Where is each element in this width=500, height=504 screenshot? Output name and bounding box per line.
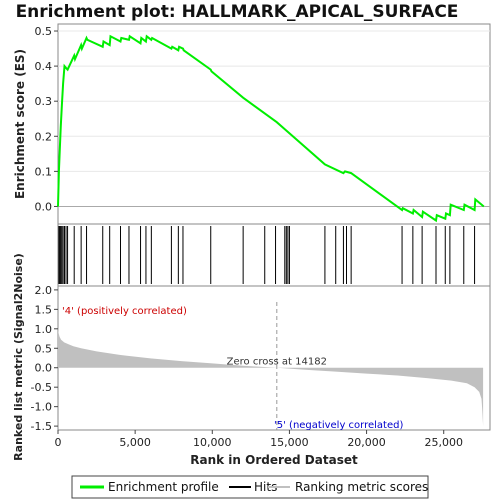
x-axis-ticks: 0 5,000 10,000 15,000 20,000 25,000 bbox=[55, 430, 463, 449]
x-tick-label: 15,000 bbox=[270, 436, 309, 449]
rank-y-tick-label: 1.0 bbox=[35, 323, 53, 336]
legend: Enrichment profile Hits Ranking metric s… bbox=[71, 475, 429, 499]
es-y-tick-label: 0.4 bbox=[35, 60, 53, 73]
rank-y-ticks: -1.5 -1.0 -0.5 0.0 0.5 1.0 1.5 2.0 bbox=[31, 284, 58, 433]
es-y-tick-label: 0.5 bbox=[35, 25, 53, 38]
es-y-axis-label: Enrichment score (ES) bbox=[13, 49, 27, 199]
es-gridlines bbox=[58, 30, 490, 207]
negative-correlation-label: '5' (negatively correlated) bbox=[274, 420, 403, 431]
x-tick-label: 10,000 bbox=[193, 436, 232, 449]
x-tick-label: 25,000 bbox=[424, 436, 463, 449]
chart-title: Enrichment plot: HALLMARK_APICAL_SURFACE bbox=[16, 2, 459, 22]
x-tick-label: 5,000 bbox=[119, 436, 151, 449]
x-tick-label: 20,000 bbox=[347, 436, 386, 449]
es-panel-frame bbox=[57, 23, 491, 225]
legend-label-enrichment-profile: Enrichment profile bbox=[108, 480, 219, 494]
es-y-tick-label: 0.1 bbox=[35, 165, 53, 178]
zero-cross-label: Zero cross at 14182 bbox=[227, 357, 327, 368]
es-y-ticks: 0.0 0.1 0.2 0.3 0.4 0.5 bbox=[35, 25, 58, 213]
rank-y-tick-label: -1.5 bbox=[31, 420, 52, 433]
es-y-tick-label: 0.0 bbox=[35, 200, 53, 213]
rank-y-tick-label: -0.5 bbox=[31, 381, 52, 394]
rank-y-axis-label: Ranked list metric (Signal2Noise) bbox=[12, 253, 25, 461]
enrichment-profile-line bbox=[57, 34, 485, 223]
hits-panel-frame bbox=[57, 223, 491, 287]
rank-y-tick-label: -1.0 bbox=[31, 401, 52, 414]
rank-y-tick-label: 2.0 bbox=[35, 284, 53, 297]
legend-label-ranking-metric-scores: Ranking metric scores bbox=[295, 480, 428, 494]
es-y-tick-label: 0.3 bbox=[35, 95, 53, 108]
positive-correlation-label: '4' (positively correlated) bbox=[62, 306, 187, 317]
legend-label-hits: Hits bbox=[254, 480, 277, 494]
rank-y-tick-label: 0.5 bbox=[35, 342, 53, 355]
hit-marks bbox=[58, 226, 476, 284]
x-axis-label: Rank in Ordered Dataset bbox=[190, 453, 358, 467]
rank-y-tick-label: 0.0 bbox=[35, 362, 53, 375]
rank-y-tick-label: 1.5 bbox=[35, 303, 53, 316]
es-y-tick-label: 0.2 bbox=[35, 130, 53, 143]
x-tick-label: 0 bbox=[55, 436, 62, 449]
